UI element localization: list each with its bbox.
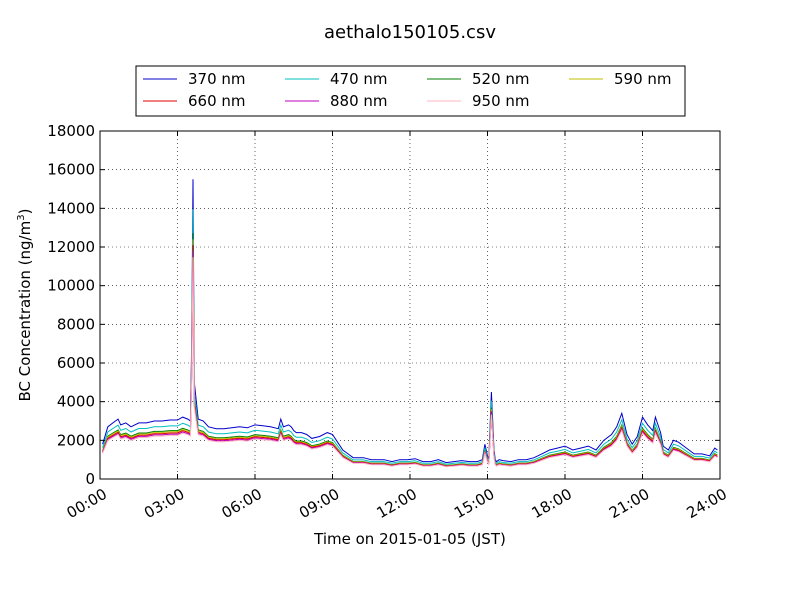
y-tick-label: 12000 (47, 238, 95, 256)
x-tick-label: 15:00 (451, 485, 497, 522)
legend-label: 660 nm (188, 92, 246, 110)
chart-title: aethalo150105.csv (324, 22, 496, 43)
y-tick-label: 2000 (57, 431, 95, 449)
y-tick-label: 18000 (47, 122, 95, 140)
legend-label: 470 nm (330, 70, 388, 88)
y-tick-label: 8000 (57, 315, 95, 333)
x-tick-label: 24:00 (684, 485, 730, 522)
y-axis: 0 2000 4000 6000 8000 10000 12000 14000 16000 180… (47, 122, 720, 488)
x-tick-label: 03:00 (141, 485, 187, 522)
legend-label: 520 nm (472, 70, 530, 88)
series-line-370-nm (102, 179, 718, 464)
y-tick-label: 6000 (57, 354, 95, 372)
x-tick-label: 06:00 (219, 485, 265, 522)
y-axis-label-sup: 3 (16, 214, 27, 220)
y-tick-label: 10000 (47, 277, 95, 295)
x-axis-label: Time on 2015-01-05 (JST) (313, 530, 506, 548)
y-axis-label-close: ) (16, 209, 34, 215)
x-tick-label: 18:00 (529, 485, 575, 522)
series-lines (102, 179, 718, 468)
legend-label: 950 nm (472, 92, 530, 110)
x-tick-label: 21:00 (606, 485, 652, 522)
y-tick-label: 0 (85, 470, 95, 488)
series-line-950-nm (102, 257, 718, 468)
legend-label: 590 nm (614, 70, 672, 88)
legend-label: 880 nm (330, 92, 388, 110)
y-tick-label: 14000 (47, 199, 95, 217)
y-tick-label: 4000 (57, 393, 95, 411)
legend-box (135, 65, 686, 117)
y-axis-label-main: BC Concentration (ng/m (16, 221, 34, 402)
x-tick-label: 12:00 (374, 485, 420, 522)
legend: 370 nm 470 nm 520 nm 590 nm 660 nm 880 nm 950 … (135, 65, 686, 117)
x-tick-label: 00:00 (64, 485, 110, 522)
y-tick-label: 16000 (47, 161, 95, 179)
legend-label: 370 nm (188, 70, 246, 88)
y-axis-label: BC Concentration (ng/m3) (16, 209, 34, 402)
x-tick-label: 09:00 (296, 485, 342, 522)
